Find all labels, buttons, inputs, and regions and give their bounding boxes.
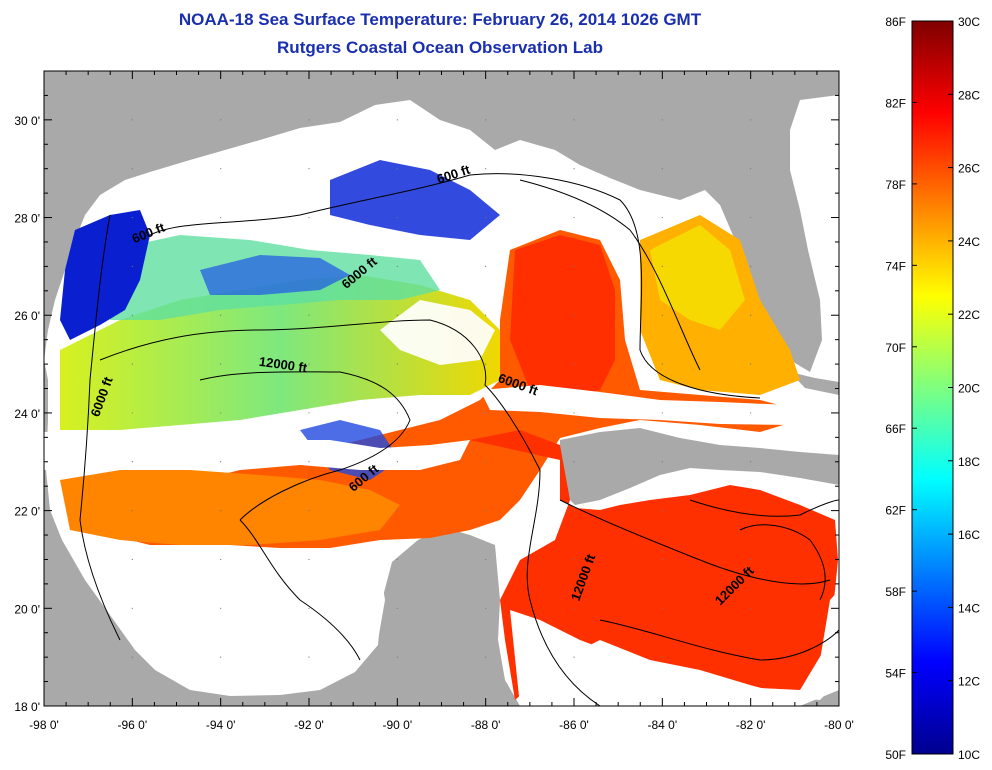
- bathymetry-contours: [79, 173, 839, 706]
- colorbar-fahrenheit-labels: 86F 82F 78F 74F 70F 66F 62F 58F 54F 50F: [885, 15, 906, 762]
- colorbar-celsius-labels: 30C 28C 26C 24C 22C 20C 18C 16C 14C 12C 10C: [958, 15, 980, 762]
- colorbar-fahrenheit-label: 66F: [885, 422, 906, 436]
- colorbar-celsius-label: 28C: [958, 88, 980, 102]
- map-title: NOAA-18 Sea Surface Temperature: Februar…: [178, 10, 702, 29]
- land-mexico-west: [44, 360, 520, 706]
- colorbar-fahrenheit-label: 86F: [885, 15, 906, 29]
- y-tick-label: 20 0': [14, 602, 40, 616]
- sst-red-core: [510, 235, 615, 400]
- cloud-band-east: [480, 385, 839, 430]
- colorbar-celsius-label: 26C: [958, 162, 980, 176]
- colorbar-fahrenheit-label: 54F: [885, 667, 906, 681]
- sst-warm-east: [130, 230, 800, 548]
- colorbar-fahrenheit-label: 82F: [885, 96, 906, 110]
- colorbar-celsius-label: 18C: [958, 455, 980, 469]
- y-tick-label: 26 0': [14, 309, 40, 323]
- sst-cold-north: [330, 160, 500, 240]
- y-tick-label: 28 0': [14, 212, 40, 226]
- colorbar-fahrenheit-label: 62F: [885, 504, 906, 518]
- cloud-north-central: [380, 300, 495, 365]
- colorbar-celsius-label: 12C: [958, 675, 980, 689]
- colorbar-celsius-label: 22C: [958, 308, 980, 322]
- cloud-south-mexico: [120, 548, 385, 692]
- colorbar-celsius-label: 14C: [958, 601, 980, 615]
- cloud-band-24n: [44, 430, 470, 470]
- colorbar-fahrenheit-label: 70F: [885, 341, 906, 355]
- x-tick-label: -86 0': [559, 718, 589, 732]
- map-subtitle: Rutgers Coastal Ocean Observation Lab: [277, 38, 603, 57]
- y-axis-labels: 18 0' 20 0' 22 0' 24 0' 26 0' 28 0' 30 0': [14, 114, 40, 714]
- x-tick-label: -92 0': [294, 718, 324, 732]
- cloud-south-east: [510, 610, 800, 706]
- colorbar-celsius-label: 10C: [958, 748, 980, 762]
- colorbar-fahrenheit-label: 78F: [885, 178, 906, 192]
- land-cuba: [560, 428, 839, 505]
- y-tick-label: 22 0': [14, 505, 40, 519]
- colorbar-ticks: [912, 20, 953, 755]
- y-tick-label: 18 0': [14, 700, 40, 714]
- x-tick-label: -98 0': [29, 718, 59, 732]
- x-tick-label: -88 0': [471, 718, 501, 732]
- x-tick-label: -82 0': [736, 718, 766, 732]
- y-tick-label: 30 0': [14, 114, 40, 128]
- colorbar: [911, 20, 954, 755]
- x-tick-label: -94 0': [206, 718, 236, 732]
- colorbar-fahrenheit-label: 50F: [885, 748, 906, 762]
- x-tick-label: -96 0': [118, 718, 148, 732]
- cloud-caribbean: [800, 590, 839, 700]
- land-florida-tip: [790, 372, 839, 395]
- colorbar-celsius-label: 24C: [958, 235, 980, 249]
- sst-southwest: [60, 470, 400, 545]
- land-north-america: [44, 71, 839, 372]
- colorbar-celsius-label: 16C: [958, 528, 980, 542]
- x-axis-labels: -98 0' -96 0' -94 0' -92 0' -90 0' -88 0' -86 …: [29, 718, 854, 732]
- colorbar-fahrenheit-label: 74F: [885, 259, 906, 273]
- contour-label: 12000 ft: [258, 354, 309, 376]
- x-tick-label: -90 0': [383, 718, 413, 732]
- axis-ticks: [43, 70, 840, 707]
- sst-florida-nearshore: [650, 225, 745, 330]
- sst-cold-central: [200, 255, 350, 295]
- colorbar-celsius-label: 30C: [958, 15, 980, 29]
- y-tick-label: 24 0': [14, 407, 40, 421]
- colorbar-celsius-label: 20C: [958, 382, 980, 396]
- x-tick-label: -80 0': [824, 718, 854, 732]
- x-tick-label: -84 0': [648, 718, 678, 732]
- colorbar-fahrenheit-label: 58F: [885, 585, 906, 599]
- sst-cold-nw: [60, 210, 150, 340]
